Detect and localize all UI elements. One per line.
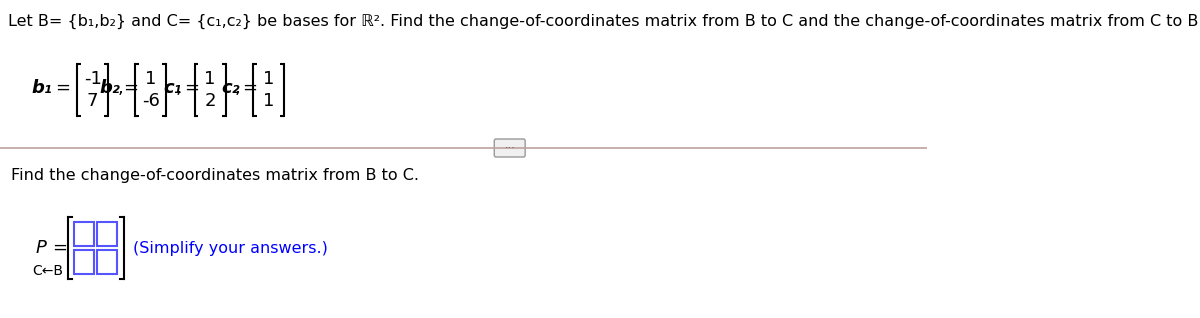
Text: 1: 1 [204, 70, 216, 88]
Text: (Simplify your answers.): (Simplify your answers.) [133, 240, 328, 255]
Text: b₁: b₁ [31, 79, 53, 97]
Text: b₂: b₂ [98, 79, 120, 97]
FancyBboxPatch shape [74, 250, 95, 274]
Text: 7: 7 [86, 92, 98, 110]
Text: =: = [53, 239, 67, 257]
Text: 1: 1 [263, 92, 275, 110]
Text: 2: 2 [204, 92, 216, 110]
Text: Find the change-of-coordinates matrix from B to C.: Find the change-of-coordinates matrix fr… [11, 168, 419, 183]
Text: -1: -1 [84, 70, 102, 88]
FancyBboxPatch shape [494, 139, 526, 157]
Text: c₁: c₁ [163, 79, 181, 97]
Text: ,: , [118, 79, 124, 97]
Text: =: = [55, 79, 71, 97]
Text: =: = [122, 79, 138, 97]
Text: ,: , [235, 79, 240, 97]
Text: -6: -6 [142, 92, 160, 110]
FancyBboxPatch shape [97, 222, 118, 246]
Text: c₂: c₂ [221, 79, 240, 97]
Text: =: = [242, 79, 258, 97]
Text: 1: 1 [263, 70, 275, 88]
Text: C←B: C←B [32, 264, 64, 278]
Text: Let B= {b₁,b₂} and C= {c₁,c₂} be bases for ℝ². Find the change-of-coordinates ma: Let B= {b₁,b₂} and C= {c₁,c₂} be bases f… [7, 14, 1200, 29]
FancyBboxPatch shape [97, 250, 118, 274]
Text: P: P [36, 239, 47, 257]
FancyBboxPatch shape [74, 222, 95, 246]
Text: ···: ··· [504, 143, 515, 153]
Text: =: = [185, 79, 199, 97]
Text: ,: , [175, 79, 181, 97]
Text: 1: 1 [145, 70, 156, 88]
